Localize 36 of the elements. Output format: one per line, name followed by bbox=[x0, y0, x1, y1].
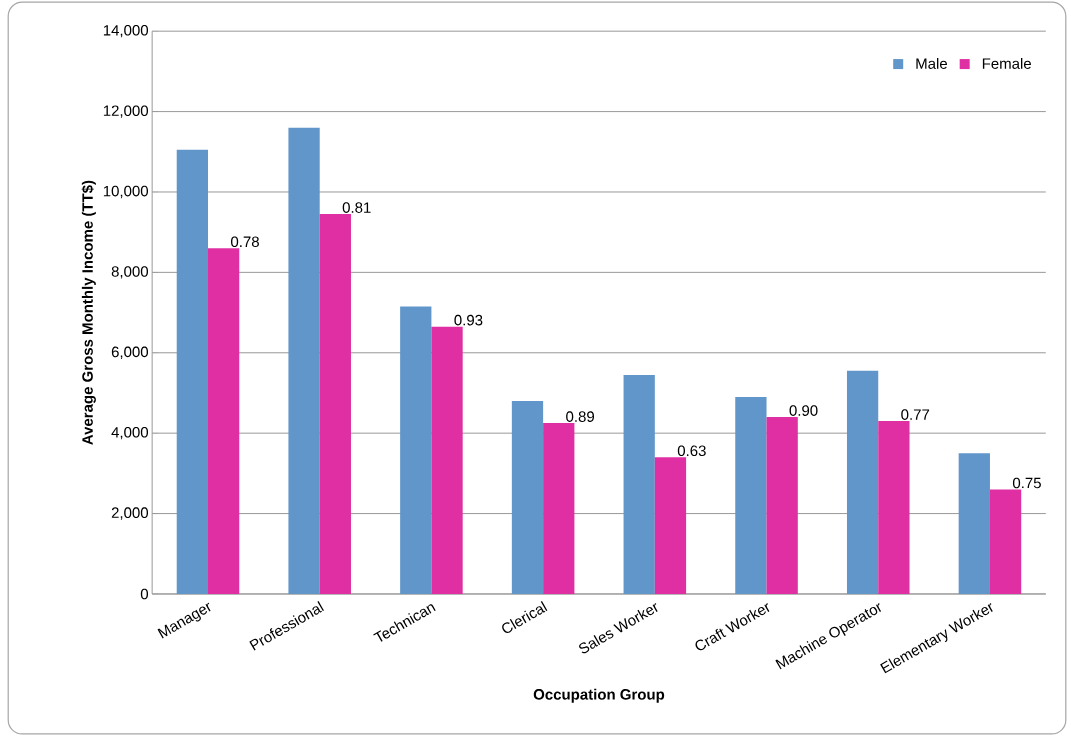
bar bbox=[958, 453, 990, 594]
bar bbox=[766, 417, 798, 594]
annotation: 0.63 bbox=[677, 445, 706, 457]
bar bbox=[735, 396, 767, 594]
x-axis-title: Occupation Group bbox=[533, 688, 665, 703]
bar bbox=[431, 326, 463, 594]
bar bbox=[878, 421, 910, 594]
y-tick-label: 4,000 bbox=[111, 426, 149, 440]
y-tick-label: 12,000 bbox=[103, 105, 149, 118]
bar bbox=[543, 423, 575, 594]
y-tick-label: 14,000 bbox=[103, 24, 149, 38]
bar bbox=[208, 248, 240, 594]
y-tick-label: 10,000 bbox=[103, 185, 149, 199]
annotation: 0.78 bbox=[231, 236, 259, 247]
y-tick-label: 6,000 bbox=[111, 346, 149, 359]
y-tick-label: 8,000 bbox=[111, 266, 149, 279]
bar bbox=[654, 457, 687, 594]
bar bbox=[623, 374, 655, 594]
bar bbox=[176, 149, 208, 594]
annotation: 0.77 bbox=[901, 409, 930, 420]
bar bbox=[511, 400, 544, 594]
y-tick-label: 0 bbox=[140, 588, 149, 600]
bar bbox=[400, 306, 432, 594]
legend-label: Male bbox=[916, 57, 948, 69]
bar bbox=[989, 489, 1022, 594]
y-axis-title: Average Gross Monthly Income (TT$) bbox=[81, 180, 96, 445]
y-tick-label: 2,000 bbox=[111, 507, 149, 520]
bar bbox=[319, 214, 351, 594]
bar bbox=[846, 370, 879, 594]
annotation: 0.93 bbox=[454, 314, 483, 326]
annotation: 0.75 bbox=[1012, 477, 1041, 489]
annotation: 0.81 bbox=[342, 202, 371, 213]
annotation: 0.90 bbox=[789, 405, 818, 416]
bar bbox=[288, 127, 320, 594]
annotation: 0.89 bbox=[566, 411, 595, 422]
legend-label: Female bbox=[982, 57, 1031, 69]
